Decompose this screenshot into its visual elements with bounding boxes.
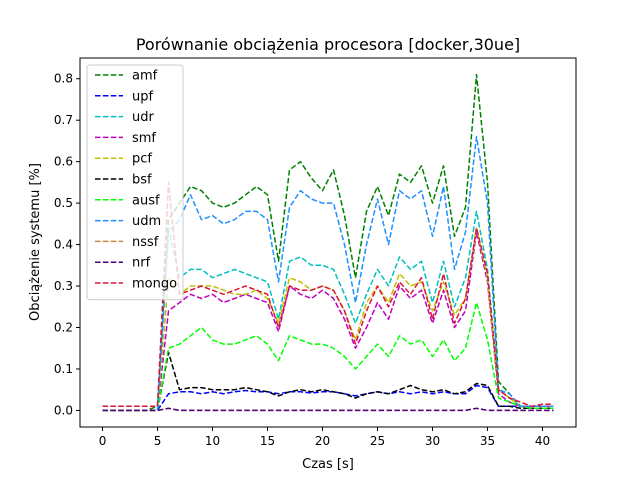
y-tick-label: 0.7 [54,113,73,127]
series-line-nrf [102,407,554,412]
y-tick-label: 0.3 [54,279,73,293]
legend-label-nssf: nssf [132,235,159,250]
legend-label-nrf: nrf [132,256,151,271]
x-tick-label: 30 [425,434,440,448]
y-tick-label: 0.0 [54,403,73,417]
x-tick-label: 20 [315,434,330,448]
plot-frame [79,57,577,428]
legend: amf upf udr smf pcf bsf ausf udm nssf nrf mongo [86,64,184,301]
series-line-ausf [102,301,554,412]
legend-label-udr: udr [132,110,154,125]
x-tick-label: 25 [370,434,385,448]
y-tick-label: 0.6 [54,155,73,169]
y-tick-label: 0.5 [54,196,73,210]
legend-label-amf: amf [132,69,158,84]
series-line-smf [102,231,554,412]
series-line-amf [102,73,554,412]
series-line-upf [102,384,554,412]
chart-title: Porównanie obciążenia procesora [docker,… [136,35,520,54]
x-tick-label: 35 [480,434,495,448]
x-tick-label: 15 [260,434,275,448]
x-tick-label: 40 [535,434,550,448]
axis-ticks: 0 5 10 15 20 25 30 35 40 0.0 0.1 0.2 0.3 0.4 0.5 0.6 0.7… [54,72,550,448]
x-tick-label: 10 [205,434,220,448]
y-tick-label: 0.8 [54,72,73,86]
legend-label-upf: upf [132,89,153,104]
y-tick-label: 0.4 [54,238,73,252]
legend-label-pcf: pcf [132,152,152,167]
legend-label-ausf: ausf [132,193,160,208]
x-axis-label: Czas [s] [302,457,354,472]
legend-label-bsf: bsf [132,173,152,188]
legend-label-udm: udm [132,214,161,229]
series-line-bsf [102,351,554,412]
y-tick-label: 0.1 [54,362,73,376]
x-tick-label: 5 [154,434,162,448]
y-axis-label: Obciążenie systemu [%] [28,163,43,321]
x-tick-label: 0 [99,434,107,448]
legend-label-smf: smf [132,131,156,146]
legend-label-mongo: mongo [132,277,177,292]
y-tick-label: 0.2 [54,320,73,334]
